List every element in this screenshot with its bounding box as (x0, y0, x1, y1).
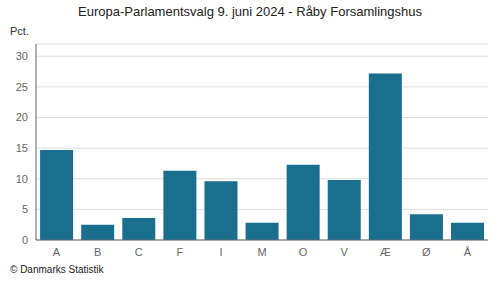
svg-text:C: C (135, 246, 143, 258)
svg-text:A: A (53, 246, 61, 258)
svg-text:10: 10 (16, 173, 28, 185)
svg-text:5: 5 (22, 203, 28, 215)
svg-text:F: F (176, 246, 183, 258)
svg-text:Æ: Æ (380, 246, 391, 258)
svg-text:20: 20 (16, 111, 28, 123)
html-text:Pct.: Pct. (10, 25, 29, 37)
svg-text:V: V (341, 246, 349, 258)
svg-text:Ø: Ø (422, 246, 431, 258)
svg-text:Å: Å (464, 246, 472, 258)
svg-text:O: O (299, 246, 308, 258)
svg-text:M: M (257, 246, 266, 258)
svg-text:0: 0 (22, 234, 28, 246)
svg-text:I: I (219, 246, 222, 258)
html-text:Europa-Parlamentsvalg 9. juni: Europa-Parlamentsvalg 9. juni 2024 - Råb… (78, 4, 422, 19)
svg-text:30: 30 (16, 50, 28, 62)
svg-text:B: B (94, 246, 101, 258)
svg-text:15: 15 (16, 142, 28, 154)
html-text:© Danmarks Statistik: © Danmarks Statistik (10, 264, 104, 275)
svg-text:25: 25 (16, 81, 28, 93)
